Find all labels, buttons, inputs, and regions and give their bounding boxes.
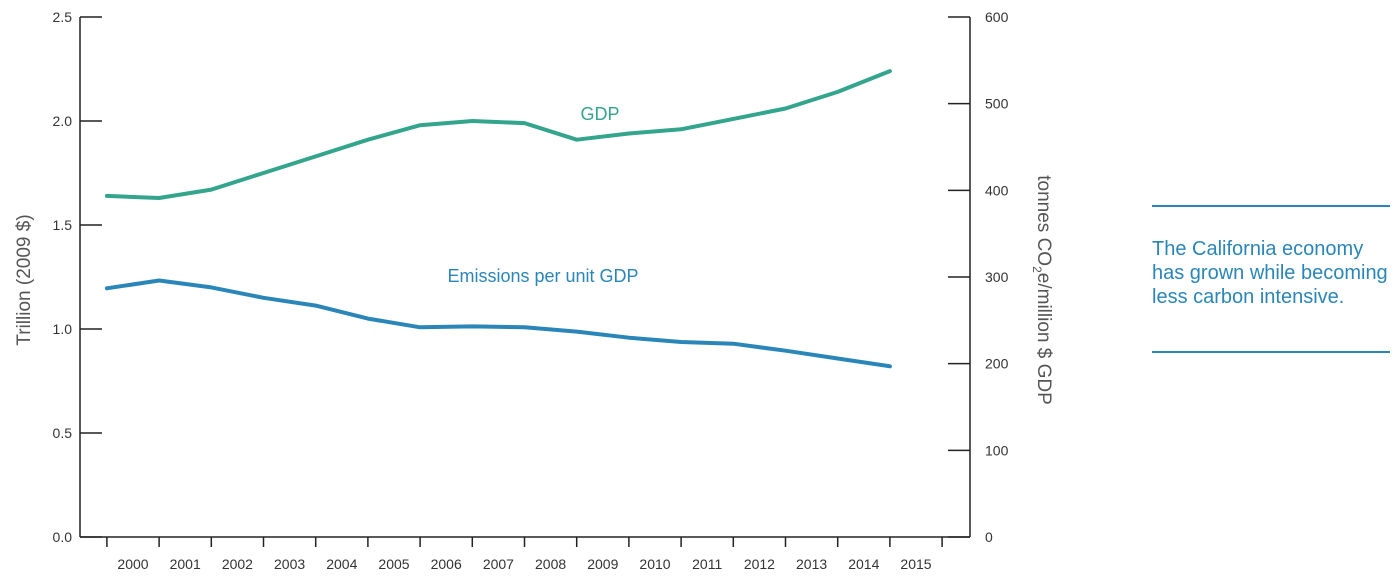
left-axis-tick-label: 0.5	[53, 425, 73, 441]
x-axis-tick-label: 2006	[431, 556, 462, 572]
left-axis-tick-label: 2.0	[53, 113, 73, 129]
x-axis-tick-label: 2014	[848, 556, 879, 572]
x-axis-tick-label: 2002	[222, 556, 253, 572]
right-axis-tick-label: 400	[985, 182, 1009, 198]
right-axis-tick-label: 300	[985, 269, 1009, 285]
x-axis-tick-label: 2004	[326, 556, 357, 572]
chart: 0.0 0.5 1.0 1.5 2.0 2.5 0 100 200 300 400 500 600 2…	[14, 9, 1054, 572]
left-axis-tick-label: 2.5	[53, 9, 73, 25]
x-axis: 2000 2001 2002 2003 2004 2005 2006 2007 2008 2009…	[80, 536, 970, 572]
series-layer: GDP Emissions per unit GDP	[104, 69, 892, 369]
right-axis-tick-label: 0	[985, 529, 993, 545]
x-axis-tick-label: 2003	[274, 556, 305, 572]
right-axis-title-prefix: tonnes CO	[1033, 175, 1054, 266]
x-axis-tick-label: 2008	[535, 556, 566, 572]
right-axis-tick-label: 100	[985, 442, 1009, 458]
x-axis-tick-label: 2000	[117, 556, 148, 572]
x-axis-tick-label: 2011	[692, 556, 722, 572]
callout-text: The California economy has grown while b…	[1152, 238, 1388, 308]
callout: The California economy has grown while b…	[1152, 205, 1390, 353]
x-axis-tick-label: 2015	[900, 556, 931, 572]
x-axis-tick-label: 2013	[796, 556, 827, 572]
callout-top-rule	[1152, 205, 1390, 207]
x-axis-tick-label: 2010	[639, 556, 670, 572]
right-axis-title: tonnes CO2e/million $ GDP	[1030, 175, 1054, 405]
x-axis-tick-label: 2007	[483, 556, 514, 572]
series-label-emissions: Emissions per unit GDP	[447, 266, 638, 286]
x-axis-tick-label: 2001	[170, 556, 201, 572]
series-label-gdp: GDP	[580, 104, 619, 124]
right-axis-title-subscript: 2	[1030, 266, 1044, 273]
x-axis-tick-label: 2009	[587, 556, 618, 572]
x-axis-tick-label: 2012	[744, 556, 775, 572]
right-axis-tick-label: 600	[985, 9, 1009, 25]
left-axis-tick-label: 0.0	[53, 529, 73, 545]
right-axis-title-suffix: e/million $ GDP	[1033, 273, 1054, 405]
left-axis-tick-label: 1.5	[53, 217, 73, 233]
right-axis: 0 100 200 300 400 500 600	[948, 9, 1009, 545]
left-axis-title: Trillion (2009 $)	[14, 214, 35, 345]
callout-bottom-rule	[1152, 351, 1390, 353]
x-axis-tick-label: 2005	[378, 556, 409, 572]
left-axis-tick-label: 1.0	[53, 321, 73, 337]
series-line-emissions	[104, 278, 892, 369]
right-axis-tick-label: 200	[985, 356, 1009, 372]
left-axis: 0.0 0.5 1.0 1.5 2.0 2.5	[53, 9, 102, 545]
right-axis-tick-label: 500	[985, 96, 1009, 112]
series-line-gdp	[104, 69, 892, 200]
